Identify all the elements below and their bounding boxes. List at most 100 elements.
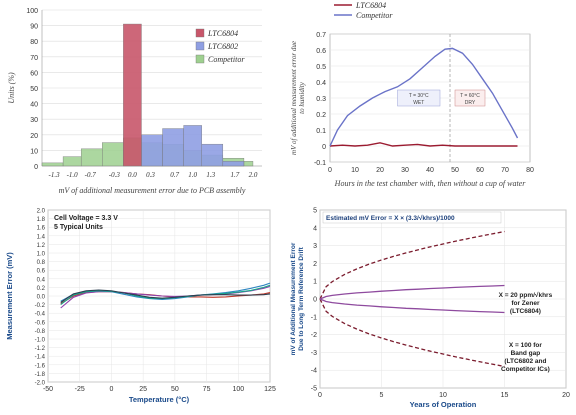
y-tick-label: -3 <box>311 350 317 357</box>
x-tick-label: 1.0 <box>188 171 197 179</box>
x-tick-label: 60 <box>476 167 484 174</box>
y-tick-label: 0 <box>34 164 38 171</box>
x-tick-label: -0.7 <box>85 171 97 179</box>
dry-annotation: T = 60°C <box>460 93 480 99</box>
legend-label: Competitor <box>208 55 245 64</box>
y-tick-label: 60 <box>30 70 38 77</box>
x-tick-label: -25 <box>75 386 85 393</box>
y-tick-label: 10 <box>30 148 38 155</box>
drift-svg: -5 -4 -3 -2 -1 0 1 2 3 4 5 0 5 10 15 20 Estimated mV Err… <box>290 208 570 410</box>
x-tick-label: 40 <box>426 167 434 174</box>
annotation-text: Cell Voltage = 3.3 V <box>54 215 118 222</box>
y-tick-label: 0 <box>313 297 317 304</box>
x-tick-label: 1.3 <box>206 171 215 179</box>
bandgap-annotation: X = 100 for <box>509 342 543 349</box>
y-tick-label: 0.7 <box>316 32 326 39</box>
y-tick-label: 1.6 <box>37 226 46 232</box>
x-tick-label: 20 <box>562 392 570 399</box>
y-tick-label: 1.2 <box>37 243 46 249</box>
y-tick-label: 0.2 <box>37 286 46 292</box>
x-tick-label: 100 <box>232 386 244 393</box>
series-line-dashed <box>319 230 505 300</box>
chart-temperature: -2.0 -1.8 -1.6 -1.4 -1.2 -1.0 -0.8 -0.6 -0.4 -0.2… <box>0 200 288 410</box>
bandgap-annotation: Competitor ICs) <box>501 366 550 373</box>
temperature-svg: -2.0 -1.8 -1.6 -1.4 -1.2 -1.0 -0.8 -0.6 -0.4 -0.2… <box>5 209 276 405</box>
y-tick-label: 1 <box>313 279 317 286</box>
y-tick-label: -1 <box>311 314 317 321</box>
y-tick-label: 2.0 <box>37 209 46 215</box>
bar-ltc6802 <box>201 143 224 167</box>
dry-annotation-2: DRY <box>465 100 476 106</box>
x-tick-label: 50 <box>451 167 459 174</box>
y-tick-label: -0.6 <box>35 320 46 326</box>
y-tick-label: -1.0 <box>35 338 46 344</box>
chart-histogram-pcb: 0 10 20 30 40 50 60 70 80 90 100 -1.3 -1.0 -0.7 -0.3 0.… <box>0 0 288 200</box>
y-tick-label: 0.3 <box>316 96 326 103</box>
legend-swatch <box>195 28 205 38</box>
chart-humidity: -0.1 0 0.1 0.2 0.3 0.4 0.5 0.6 0.7 0 10 20 30 40 50 60 7… <box>288 0 576 200</box>
wet-annotation-box <box>397 89 441 107</box>
y-axis-label: mV of Additional Measurement Error <box>290 242 297 355</box>
x-tick-label: 10 <box>439 392 447 399</box>
dry-annotation-box <box>454 89 486 107</box>
formula-box <box>322 211 502 224</box>
y-tick-label: -2.0 <box>35 381 46 387</box>
bar-ltc6802 <box>183 125 202 167</box>
y-tick-label: 0.4 <box>316 80 326 87</box>
y-tick-label: -0.1 <box>314 160 326 167</box>
bandgap-annotation: Band gap <box>511 350 541 357</box>
y-tick-label: 0.8 <box>37 260 46 266</box>
y-tick-label: 1.4 <box>37 234 46 240</box>
bar-competitor <box>102 142 124 167</box>
y-tick-label: -1.4 <box>35 355 46 361</box>
x-tick-label: 50 <box>171 386 179 393</box>
x-tick-label: 30 <box>401 167 409 174</box>
bar-competitor <box>80 148 103 167</box>
zener-annotation: for Zener <box>511 300 540 307</box>
x-tick-label: 70 <box>501 167 509 174</box>
series-line-dashed <box>319 298 505 368</box>
humidity-svg: -0.100.10.20.30.40.50.60.70 10 20 30 40 50 60 7… <box>290 1 534 188</box>
legend-label: LTC6804 <box>207 29 238 38</box>
y-tick-label: 1.0 <box>37 252 46 258</box>
y-tick-label: 0.5 <box>316 64 326 71</box>
y-tick-label: 30 <box>30 117 38 124</box>
series-line-solid <box>319 298 505 314</box>
x-tick-label: 10 <box>351 167 359 174</box>
y-tick-label: -2 <box>311 332 317 339</box>
series-line-ltc6804 <box>329 142 518 147</box>
y-axis-label: mV of additional measurement error due <box>290 41 298 155</box>
zener-annotation: (LTC6804) <box>510 308 541 315</box>
x-tick-label: 5 <box>380 392 384 399</box>
y-axis-label-2: Due to Long Term Reference Drift <box>298 246 305 350</box>
bar-ltc6804 <box>123 23 142 167</box>
zener-annotation: X = 20 ppm/√khrs <box>499 291 553 299</box>
legend-label: LTC6802 <box>207 42 238 51</box>
y-tick-label: -1.6 <box>35 363 46 369</box>
x-tick-label: -0.3 <box>109 171 121 179</box>
series-line-competitor <box>329 47 519 147</box>
annotation-text: 5 Typical Units <box>54 224 103 231</box>
legend-label: LTC6804 <box>355 1 386 10</box>
formula-text: Estimated mV Error = X × (3.3/√khrs)/100… <box>326 214 455 222</box>
y-tick-label: 20 <box>30 133 38 140</box>
wet-annotation: T = 30°C <box>409 93 429 99</box>
x-axis-label: mV of additional measurement error due t… <box>59 186 246 195</box>
y-tick-label: -5 <box>311 386 317 393</box>
y-tick-label: 70 <box>30 55 38 62</box>
x-tick-label: 1.7 <box>231 171 240 179</box>
y-tick-label: 0.0 <box>37 295 46 301</box>
bar-competitor <box>243 161 254 167</box>
y-axis-label: Units (%) <box>7 72 16 104</box>
bar-ltc6802 <box>162 128 184 167</box>
y-tick-label: -1.8 <box>35 372 46 378</box>
legend-swatch <box>195 41 205 51</box>
x-tick-label: 80 <box>526 167 534 174</box>
y-tick-label: -0.2 <box>35 303 46 309</box>
x-tick-label: 15 <box>501 392 509 399</box>
y-tick-label: -0.8 <box>35 329 46 335</box>
x-tick-label: 0.7 <box>170 171 179 179</box>
x-tick-label: 0 <box>109 386 113 393</box>
x-axis-label: Years of Operation <box>410 400 477 409</box>
y-tick-label: 0.4 <box>37 277 46 283</box>
